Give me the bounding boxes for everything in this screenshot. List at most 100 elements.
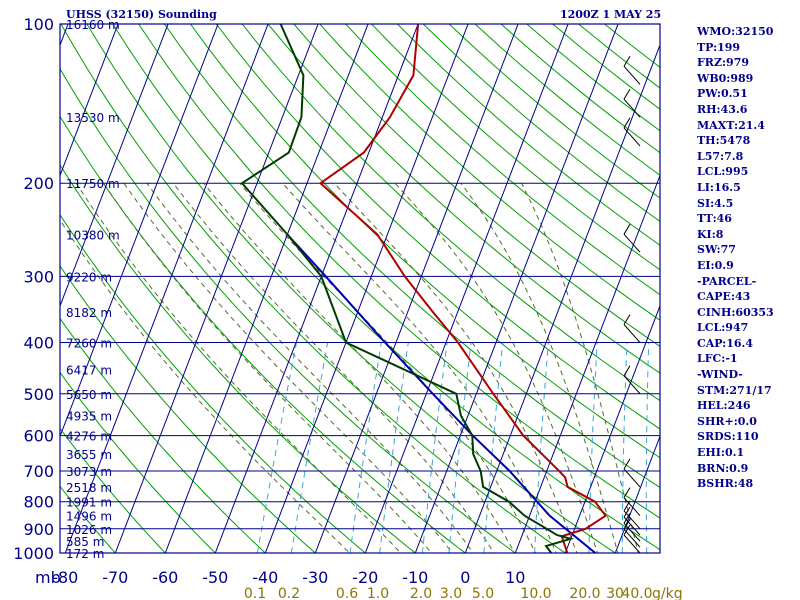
height-label: 1026 m bbox=[66, 523, 112, 537]
height-label: 7260 m bbox=[66, 336, 112, 350]
mixing-ratio-label: 5.0 bbox=[472, 586, 494, 600]
stat-item: -PARCEL- bbox=[697, 274, 757, 288]
height-label: 1496 m bbox=[66, 510, 112, 524]
stat-item: LCL:995 bbox=[697, 165, 749, 179]
moist-adiabat-line bbox=[146, 182, 474, 553]
pressure-tick-label: 500 bbox=[23, 385, 54, 404]
isotherm-line bbox=[214, 24, 419, 553]
height-label: 1991 m bbox=[66, 496, 112, 510]
wind-barb-flag bbox=[623, 500, 631, 512]
mixing-ratio-line bbox=[379, 342, 409, 553]
wind-barb-flag bbox=[623, 524, 631, 536]
stat-item: FRZ:979 bbox=[697, 56, 750, 70]
height-label: 8182 m bbox=[66, 306, 112, 320]
temperature-tick-label: -70 bbox=[102, 568, 128, 587]
wind-barb-staff bbox=[623, 497, 641, 516]
dry-adiabat-line bbox=[60, 264, 317, 553]
temperature-tick-label: 0 bbox=[460, 568, 470, 587]
wind-barb-staff bbox=[623, 127, 641, 147]
dry-adiabat-line bbox=[60, 213, 367, 553]
pressure-tick-label: 600 bbox=[23, 427, 54, 446]
temperature-tick-label: -60 bbox=[152, 568, 178, 587]
stat-item: WMO:32150 bbox=[697, 25, 774, 38]
stat-item: LCL:947 bbox=[697, 321, 749, 335]
dry-adiabat-line bbox=[164, 24, 660, 489]
wind-barb-staff bbox=[623, 534, 641, 554]
chart-time: 1200Z 1 MAY 25 bbox=[560, 8, 662, 21]
dry-adiabat-line bbox=[241, 24, 660, 402]
wind-barb-staff bbox=[623, 375, 641, 395]
isotherm-line bbox=[164, 24, 369, 553]
stat-item: HEL:246 bbox=[697, 399, 751, 413]
mixing-ratio-label: 20.0 bbox=[569, 586, 600, 600]
temperature-tick-label: -10 bbox=[402, 568, 428, 587]
wind-barb-staff bbox=[623, 510, 641, 530]
stat-item: KI:8 bbox=[697, 227, 724, 241]
isotherm-line bbox=[564, 304, 660, 553]
wind-barb-flag bbox=[623, 458, 631, 470]
moist-adiabat-line bbox=[394, 182, 598, 553]
stat-item: L57:7.8 bbox=[697, 149, 744, 163]
isotherm-line bbox=[614, 434, 660, 553]
mixing-ratio-line bbox=[256, 342, 297, 553]
mixing-ratio-label: 1.0 bbox=[367, 586, 389, 600]
isotherm-line bbox=[60, 24, 119, 177]
stat-item: PW:0.51 bbox=[697, 87, 748, 101]
isotherm-line bbox=[64, 24, 269, 553]
temperature-tick-label: -20 bbox=[352, 568, 378, 587]
height-label: 4276 m bbox=[66, 430, 112, 444]
temperature-tick-label: -50 bbox=[202, 568, 228, 587]
height-label: 13530 m bbox=[66, 111, 120, 125]
moist-adiabat-line bbox=[203, 182, 516, 553]
dry-adiabat-line bbox=[60, 67, 517, 553]
mixing-ratio-label: 0.2 bbox=[278, 586, 300, 600]
stat-item: STM:271/17 bbox=[697, 383, 772, 397]
isotherm-line bbox=[114, 24, 319, 553]
pressure-tick-label: 1000 bbox=[13, 544, 54, 563]
mixing-ratio-line bbox=[534, 342, 549, 553]
isotherm-line bbox=[364, 24, 569, 553]
stat-item: CAP:16.4 bbox=[697, 336, 754, 350]
stat-item: TH:5478 bbox=[697, 134, 751, 148]
temperature-tick-label: -80 bbox=[52, 568, 78, 587]
dry-adiabat-line bbox=[60, 24, 567, 553]
wind-barb-staff bbox=[623, 516, 641, 536]
pressure-unit-label: mb bbox=[35, 568, 61, 587]
dewpoint-line bbox=[240, 24, 575, 553]
height-label: 5650 m bbox=[66, 388, 112, 402]
moist-adiabat-line bbox=[123, 182, 454, 553]
mixing-ratio-line bbox=[421, 342, 448, 553]
isotherm-line bbox=[514, 174, 660, 553]
wind-barb-flag bbox=[623, 512, 631, 524]
chart-title: UHSS (32150) Sounding bbox=[66, 8, 217, 21]
profile-layer bbox=[240, 24, 608, 553]
dry-adiabat-line bbox=[138, 24, 660, 519]
mixing-ratio-line bbox=[290, 342, 329, 553]
dry-adiabat-line bbox=[60, 427, 166, 553]
dry-adiabat-line bbox=[293, 24, 660, 348]
pressure-tick-label: 400 bbox=[23, 333, 54, 352]
wind-barb-staff bbox=[623, 528, 641, 548]
stat-item: LFC:-1 bbox=[697, 352, 738, 366]
height-label: 3073 m bbox=[66, 465, 112, 479]
dry-adiabat-line bbox=[397, 24, 660, 246]
mixing-ratio-line bbox=[349, 342, 382, 553]
isotherm-line bbox=[60, 24, 69, 47]
wind-barb-flag bbox=[623, 117, 631, 129]
mixing-ratio-line bbox=[645, 342, 650, 553]
height-label: 585 m bbox=[66, 535, 104, 549]
wind-barb-staff bbox=[623, 468, 641, 488]
stats-panel: WMO:32150 TP:199 FRZ:979 WB0:989 PW:0.51 RH:4… bbox=[697, 24, 774, 492]
isotherm-line bbox=[264, 24, 469, 553]
stat-item: BSHR:48 bbox=[697, 477, 754, 491]
height-label: 10380 m bbox=[66, 229, 120, 243]
stat-item: SI:4.5 bbox=[697, 196, 734, 210]
stat-item: TP:199 bbox=[697, 40, 741, 54]
isotherm-line bbox=[60, 24, 219, 438]
wind-barb-flag bbox=[623, 223, 631, 235]
wind-barb-flag bbox=[623, 506, 631, 518]
wind-barb-staff bbox=[623, 324, 641, 343]
wind-barb-flag bbox=[623, 518, 631, 530]
